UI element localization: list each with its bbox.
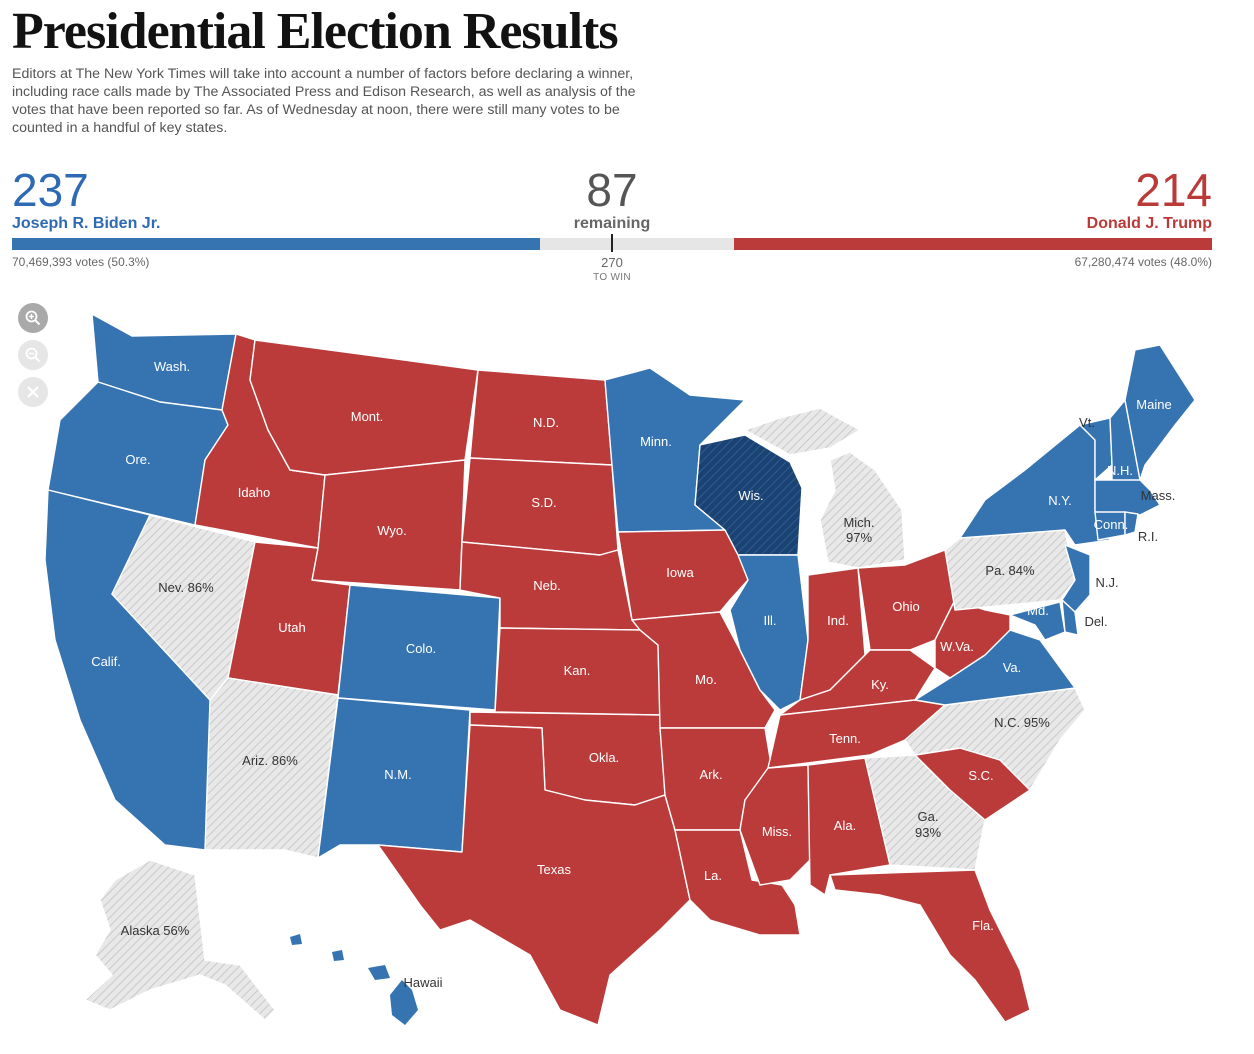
label-colorado: Colo. (406, 641, 436, 656)
state-texas[interactable] (377, 724, 691, 1026)
label-iowa: Iowa (666, 565, 694, 580)
state-alaska[interactable] (84, 859, 276, 1021)
label-hawaii: Hawaii (403, 975, 442, 990)
label-south-carolina: S.C. (968, 768, 993, 783)
label-delaware: Del. (1084, 614, 1107, 629)
close-icon (27, 386, 39, 398)
label-utah: Utah (278, 620, 305, 635)
state-maryland[interactable] (1009, 601, 1066, 641)
label-illinois: Ill. (764, 613, 777, 628)
label-tennessee: Tenn. (829, 731, 861, 746)
state-michigan[interactable] (819, 451, 906, 569)
remaining-label: remaining (573, 215, 651, 232)
label-wisconsin: Wis. (738, 488, 763, 503)
label-wyoming: Wyo. (377, 523, 407, 538)
remaining-bar (540, 238, 734, 250)
trump-popular-votes: 67,280,474 votes (48.0%) (1074, 255, 1212, 269)
label-west-virginia: W.Va. (940, 639, 974, 654)
zoom-out-button[interactable] (18, 340, 48, 370)
label-vermont: Vt. (1079, 415, 1095, 430)
label-new-york: N.Y. (1048, 493, 1072, 508)
state-hawaii-kauai[interactable] (290, 934, 302, 945)
label-rhode-island: R.I. (1138, 529, 1158, 544)
label-connecticut: Conn. (1094, 517, 1129, 532)
label-mississippi: Miss. (762, 824, 792, 839)
intro-paragraph: Editors at The New York Times will take … (12, 66, 636, 136)
label-california: Calif. (91, 654, 121, 669)
state-florida[interactable] (829, 869, 1031, 1023)
remaining-electoral-votes: 87 (586, 164, 638, 216)
label-washington: Wash. (154, 359, 190, 374)
label-arkansas: Ark. (699, 767, 722, 782)
biden-popular-votes: 70,469,393 votes (50.3%) (12, 255, 150, 269)
win-threshold-tick (611, 234, 613, 252)
biden-electoral-votes: 237 (12, 164, 89, 216)
label-new-jersey: N.J. (1095, 575, 1118, 590)
biden-bar (12, 238, 540, 250)
label-nebraska: Neb. (533, 578, 560, 593)
state-wyoming[interactable] (311, 459, 466, 591)
state-montana[interactable] (249, 339, 479, 476)
state-arizona[interactable] (204, 677, 339, 859)
label-arizona: Ariz. 86% (242, 753, 298, 768)
label-florida: Fla. (972, 918, 994, 933)
trump-bar (734, 238, 1212, 250)
state-missouri[interactable] (631, 611, 776, 729)
state-louisiana[interactable] (674, 829, 801, 936)
state-rhode-island[interactable] (1124, 511, 1139, 536)
label-indiana: Ind. (827, 613, 849, 628)
label-minnesota: Minn. (640, 434, 672, 449)
label-georgia: Ga. (918, 809, 939, 824)
biden-name: Joseph R. Biden Jr. (12, 215, 161, 232)
label-north-carolina: N.C. 95% (994, 715, 1050, 730)
label-montana: Mont. (351, 409, 384, 424)
state-new-york[interactable] (959, 424, 1111, 546)
label-oregon: Ore. (125, 452, 150, 467)
zoom-out-icon (25, 347, 41, 363)
zoom-in-icon (25, 310, 41, 326)
label-kansas: Kan. (564, 663, 591, 678)
state-delaware[interactable] (1061, 599, 1079, 636)
zoom-in-button[interactable] (18, 303, 48, 333)
label-new-mexico: N.M. (384, 767, 411, 782)
label-alaska: Alaska 56% (121, 923, 190, 938)
label-louisiana: La. (704, 868, 722, 883)
to-win-label: TO WIN (593, 272, 631, 283)
reset-map-button[interactable] (18, 377, 48, 407)
us-election-map: Wash. Ore. Calif. Idaho Mont. Wyo. Nev. … (44, 313, 1196, 1026)
state-maine[interactable] (1124, 344, 1196, 481)
label-pennsylvania: Pa. 84% (985, 563, 1035, 578)
label-nevada: Nev. 86% (158, 580, 214, 595)
label-michigan-pct: 97% (846, 530, 872, 545)
label-texas: Texas (537, 862, 571, 877)
state-illinois[interactable] (729, 554, 809, 711)
label-new-hampshire: N.H. (1107, 463, 1133, 478)
state-north-carolina[interactable] (904, 687, 1086, 791)
state-michigan-upper[interactable] (744, 407, 861, 456)
label-ohio: Ohio (892, 599, 919, 614)
label-kentucky: Ky. (871, 677, 889, 692)
label-georgia-pct: 93% (915, 825, 941, 840)
label-idaho: Idaho (238, 485, 271, 500)
to-win-number: 270 (601, 255, 623, 270)
state-hawaii-maui[interactable] (368, 965, 390, 980)
label-north-dakota: N.D. (533, 415, 559, 430)
label-virginia: Va. (1003, 660, 1022, 675)
trump-electoral-votes: 214 (1135, 164, 1212, 216)
label-missouri: Mo. (695, 672, 717, 687)
label-south-dakota: S.D. (531, 495, 556, 510)
trump-name: Donald J. Trump (1086, 215, 1212, 232)
page-title: Presidential Election Results (12, 3, 619, 60)
label-maine: Maine (1136, 397, 1171, 412)
label-oklahoma: Okla. (589, 750, 619, 765)
label-alabama: Ala. (834, 818, 856, 833)
label-maryland: Md. (1027, 603, 1049, 618)
state-vermont[interactable] (1079, 417, 1113, 481)
label-massachusetts: Mass. (1141, 488, 1176, 503)
state-hawaii-oahu[interactable] (332, 950, 344, 961)
state-hawaii-big[interactable] (390, 980, 418, 1025)
label-michigan: Mich. (843, 515, 874, 530)
